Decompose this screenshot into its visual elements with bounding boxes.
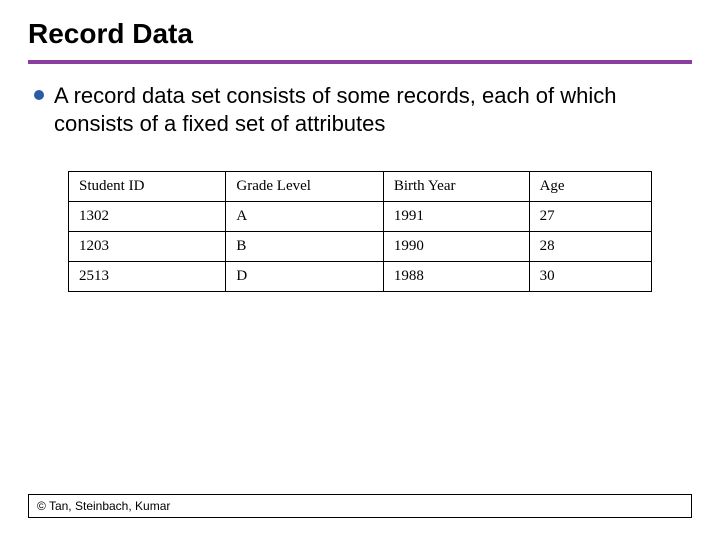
title-divider bbox=[28, 60, 692, 64]
bullet-icon bbox=[34, 90, 44, 100]
table-row: 1203 B 1990 28 bbox=[69, 232, 652, 262]
col-header: Student ID bbox=[69, 172, 226, 202]
footer-attribution: © Tan, Steinbach, Kumar bbox=[28, 494, 692, 518]
bullet-item: A record data set consists of some recor… bbox=[28, 82, 692, 137]
data-table: Student ID Grade Level Birth Year Age 13… bbox=[68, 171, 652, 292]
table-cell: 1203 bbox=[69, 232, 226, 262]
body-text: A record data set consists of some recor… bbox=[54, 82, 692, 137]
table-cell: 1988 bbox=[383, 262, 529, 292]
table-row: 1302 A 1991 27 bbox=[69, 202, 652, 232]
col-header: Age bbox=[529, 172, 651, 202]
table-row: 2513 D 1988 30 bbox=[69, 262, 652, 292]
table-cell: 1302 bbox=[69, 202, 226, 232]
table-cell: B bbox=[226, 232, 383, 262]
table-cell: 2513 bbox=[69, 262, 226, 292]
col-header: Birth Year bbox=[383, 172, 529, 202]
page-title: Record Data bbox=[28, 18, 692, 50]
table-cell: 1991 bbox=[383, 202, 529, 232]
table-cell: 30 bbox=[529, 262, 651, 292]
col-header: Grade Level bbox=[226, 172, 383, 202]
data-table-wrap: Student ID Grade Level Birth Year Age 13… bbox=[28, 171, 692, 292]
table-cell: A bbox=[226, 202, 383, 232]
table-cell: 1990 bbox=[383, 232, 529, 262]
slide: Record Data A record data set consists o… bbox=[0, 0, 720, 540]
table-header-row: Student ID Grade Level Birth Year Age bbox=[69, 172, 652, 202]
table-cell: D bbox=[226, 262, 383, 292]
table-cell: 28 bbox=[529, 232, 651, 262]
table-cell: 27 bbox=[529, 202, 651, 232]
